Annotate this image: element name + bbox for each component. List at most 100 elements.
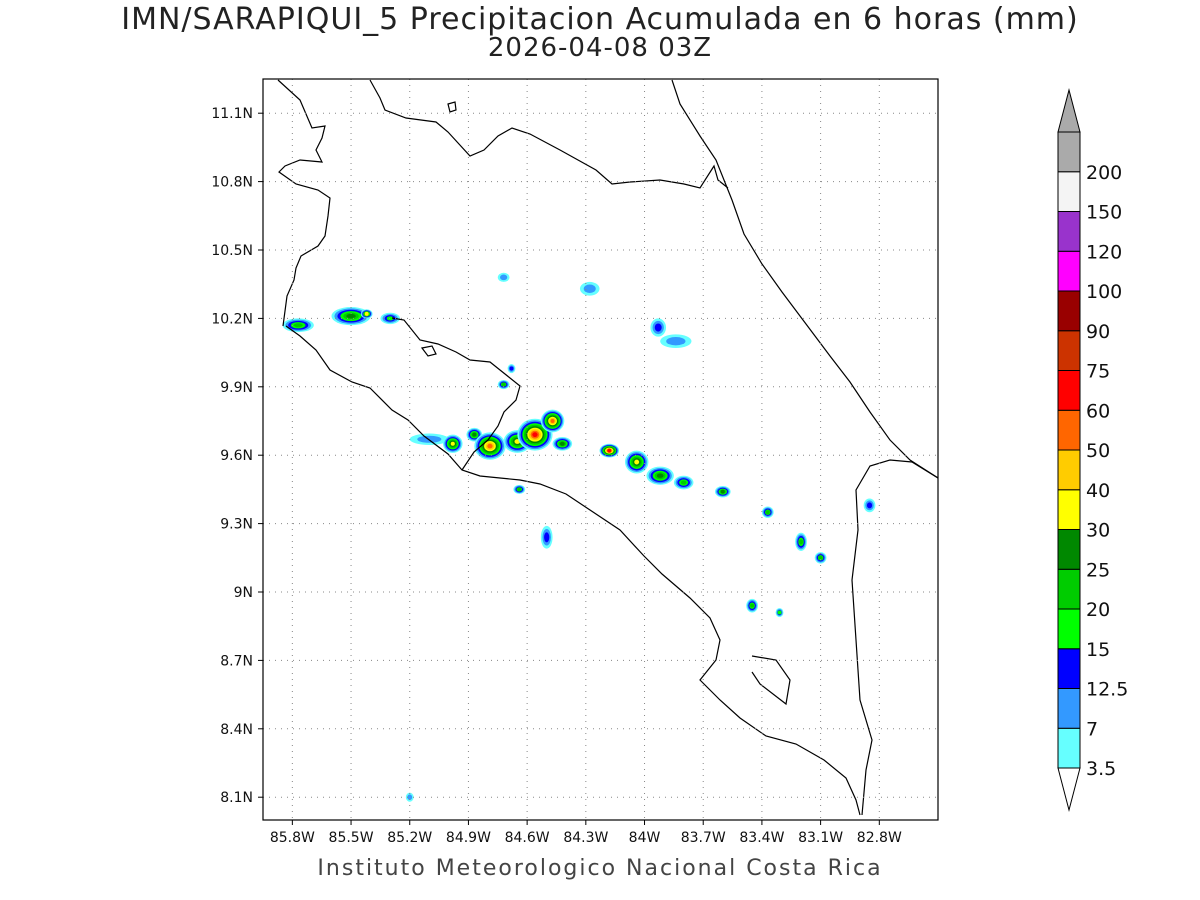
- precip-contour: [634, 459, 640, 465]
- y-tick-label: 10.2N: [211, 311, 253, 327]
- coastline-panama-border: [851, 459, 938, 816]
- x-tick-label: 84.6W: [505, 830, 550, 846]
- precip-cell: [497, 379, 510, 390]
- y-tick-label: 8.4N: [220, 722, 253, 738]
- precip-cell: [775, 607, 784, 618]
- colorbar-label: 25: [1086, 559, 1110, 581]
- coastline-nicaragua-lake: [369, 79, 729, 189]
- precip-contour: [544, 532, 550, 543]
- precip-contour: [720, 489, 725, 494]
- colorbar-label: 7: [1086, 718, 1098, 740]
- x-tick-label: 83.1W: [798, 830, 843, 846]
- precip-contour: [750, 603, 755, 608]
- y-tick-label: 8.7N: [220, 653, 253, 669]
- y-tick-label: 9N: [234, 585, 253, 601]
- precip-cell: [497, 272, 510, 282]
- y-tick-label: 10.8N: [211, 175, 253, 191]
- precip-cell: [507, 364, 516, 374]
- y-tick-label: 11.1N: [211, 106, 253, 122]
- coastline-osa-peninsula: [751, 655, 791, 706]
- precip-cell: [517, 418, 553, 451]
- precip-cell: [624, 450, 649, 474]
- precip-cell: [405, 792, 414, 802]
- y-tick-label: 9.3N: [220, 517, 253, 533]
- precip-cell: [513, 484, 526, 494]
- x-tick-label: 84W: [629, 830, 661, 846]
- precip-contour: [559, 441, 565, 446]
- precip-contour: [799, 539, 804, 545]
- colorbar-swatch: [1057, 211, 1081, 252]
- precip-cell: [466, 427, 483, 442]
- colorbar-label: 20: [1086, 599, 1110, 621]
- x-tick-label: 84.9W: [446, 830, 491, 846]
- colorbar-swatch: [1057, 250, 1081, 292]
- precip-contour: [607, 448, 612, 453]
- colorbar-label: 120: [1086, 241, 1122, 263]
- precip-contour: [550, 419, 555, 423]
- x-tick-label: 85.5W: [329, 830, 374, 846]
- precip-contour: [654, 323, 662, 332]
- coastline-nicoya-gulf: [391, 317, 521, 471]
- precip-cell: [331, 307, 371, 326]
- precip-contour: [407, 794, 413, 801]
- colorbar-label: 60: [1086, 400, 1110, 422]
- colorbar-swatch: [1057, 727, 1081, 769]
- island-small-north: [447, 101, 457, 113]
- island-nicoya: [420, 345, 437, 357]
- precip-contour: [765, 510, 770, 515]
- colorbar-label: 3.5: [1086, 758, 1116, 780]
- precip-cell: [746, 598, 758, 613]
- precip-cell: [814, 552, 827, 564]
- precip-cell: [599, 443, 620, 458]
- colorbar-swatch: [1057, 568, 1081, 610]
- colorbar-label: 90: [1086, 321, 1110, 343]
- precip-contour: [509, 366, 514, 371]
- precip-contour: [450, 441, 455, 446]
- x-tick-label: 84.3W: [563, 830, 608, 846]
- precip-cell: [282, 318, 314, 333]
- precip-cell: [863, 498, 876, 513]
- y-tick-label: 9.6N: [220, 448, 253, 464]
- precip-cell: [540, 409, 565, 433]
- precip-cell: [540, 525, 553, 549]
- latitude-axis: 11.1N 10.8N 10.5N 10.2N 9.9N 9.6N 9.3N 9N 8.7N 8.…: [211, 106, 263, 806]
- colorbar-swatch: [1057, 688, 1081, 729]
- precip-contour: [680, 480, 687, 485]
- coastline-nicaragua-south: [277, 79, 331, 327]
- precip-contour: [472, 432, 477, 437]
- precip-contour: [500, 274, 508, 281]
- colorbar-label: 15: [1086, 639, 1110, 661]
- precip-contour: [666, 336, 686, 346]
- precip-contour: [487, 443, 493, 449]
- y-tick-label: 8.1N: [220, 790, 253, 806]
- precip-cell: [660, 334, 692, 349]
- precip-cell: [795, 532, 807, 551]
- precip-contour: [777, 610, 782, 615]
- precip-contour: [364, 311, 369, 316]
- precip-contour: [346, 313, 356, 319]
- colorbar-swatch: [1057, 171, 1081, 212]
- precip-cell: [474, 432, 506, 460]
- colorbar-label: 200: [1086, 162, 1122, 184]
- precip-contour: [866, 502, 873, 509]
- plot-frame: [262, 78, 939, 821]
- precip-cell: [579, 281, 600, 296]
- x-tick-label: 83.7W: [681, 830, 726, 846]
- x-tick-label: 82.8W: [857, 830, 902, 846]
- footer-credit: Instituto Meteorologico Nacional Costa R…: [317, 856, 883, 881]
- colorbar-label: 12.5: [1086, 679, 1128, 701]
- colorbar-label: 75: [1086, 361, 1110, 383]
- precip-cell: [443, 434, 463, 453]
- precip-contour: [293, 323, 303, 328]
- precip-contour: [818, 555, 823, 560]
- precip-cell: [380, 312, 400, 325]
- coastline-caribbean: [671, 79, 938, 479]
- colorbar-label: 100: [1086, 281, 1122, 303]
- coastline-layer: [277, 79, 938, 816]
- precip-contour: [532, 432, 538, 438]
- precip-cell: [646, 466, 674, 485]
- x-tick-label: 83.4W: [739, 830, 784, 846]
- precip-contour: [583, 284, 596, 293]
- colorbar-swatch: [1057, 290, 1081, 332]
